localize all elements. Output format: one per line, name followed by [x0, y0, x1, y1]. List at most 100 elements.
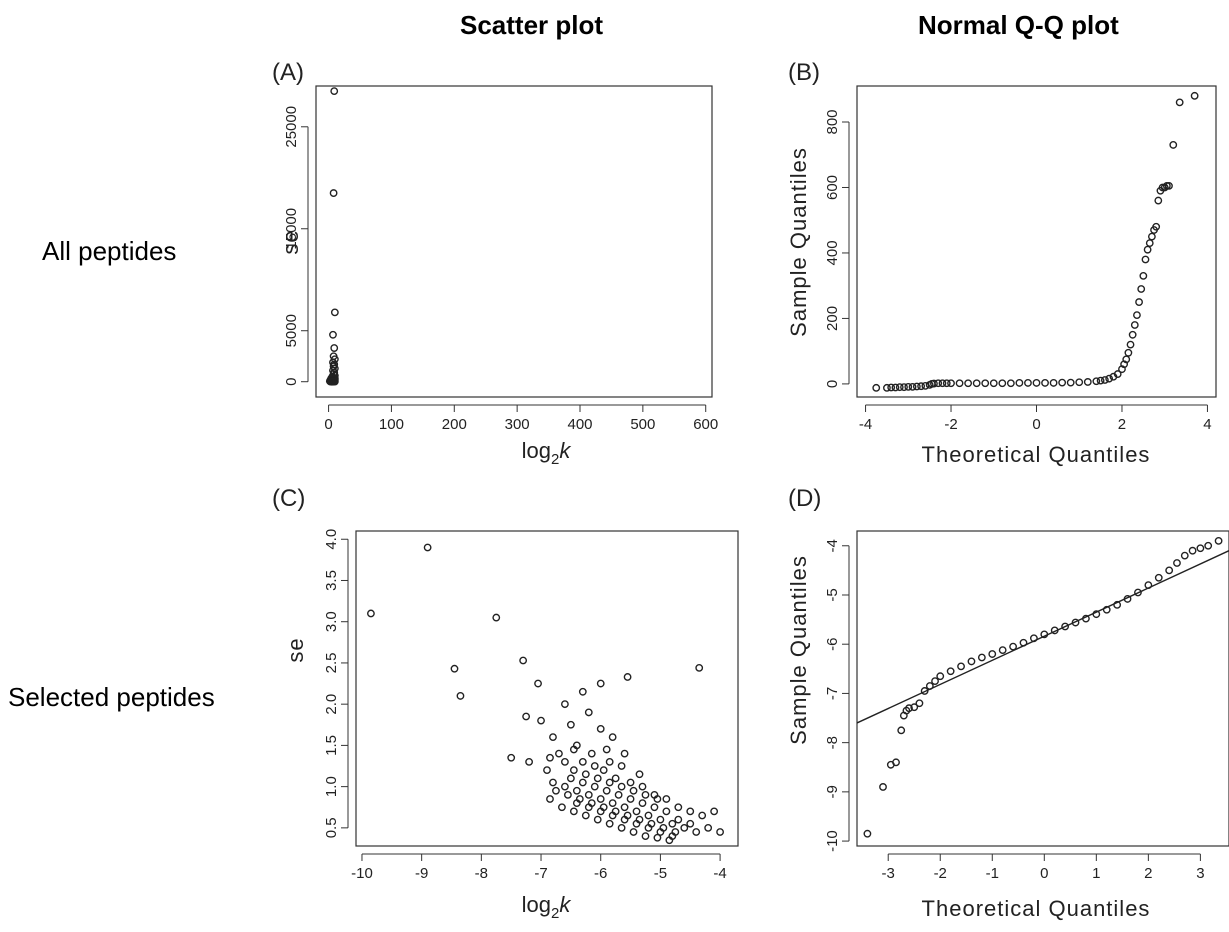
- data-point: [617, 762, 626, 770]
- data-layer: [857, 536, 1229, 838]
- row-label-selected: Selected peptides: [8, 682, 215, 712]
- data-point: [989, 379, 998, 388]
- data-point: [1096, 376, 1105, 385]
- data-point: [492, 613, 501, 622]
- y-tick-label: 5000: [283, 314, 300, 347]
- y-tick-label: -4: [824, 539, 841, 552]
- data-point: [1135, 298, 1143, 306]
- data-point: [593, 774, 602, 783]
- data-point: [578, 687, 587, 696]
- data-point: [641, 832, 650, 841]
- data-point: [602, 786, 611, 795]
- data-point: [330, 344, 339, 352]
- data-point: [1092, 610, 1101, 619]
- data-point: [584, 790, 593, 799]
- data-point: [934, 379, 943, 388]
- column-title-scatter: Scatter plot: [460, 10, 604, 40]
- x-tick-label: 300: [505, 416, 530, 433]
- data-point: [1175, 98, 1184, 107]
- data-point: [925, 682, 934, 690]
- data-point: [887, 383, 896, 392]
- data-point: [1143, 245, 1152, 254]
- data-point: [998, 646, 1007, 655]
- data-point: [716, 828, 724, 836]
- data-point: [1019, 638, 1028, 647]
- data-point: [656, 815, 665, 824]
- x-tick-label: -6: [594, 865, 607, 882]
- data-point: [626, 795, 635, 803]
- y-tick-label: 1.0: [323, 776, 340, 797]
- data-point: [596, 725, 605, 733]
- data-point: [905, 704, 913, 713]
- data-point: [590, 762, 599, 770]
- data-point: [1190, 91, 1199, 100]
- data-point: [704, 823, 713, 832]
- data-point: [525, 757, 533, 766]
- data-point: [1082, 614, 1090, 623]
- x-tick-label: -2: [934, 865, 947, 882]
- data-point: [900, 383, 908, 392]
- y-tick-label: -9: [824, 785, 841, 798]
- data-point: [686, 807, 695, 816]
- data-point: [972, 379, 981, 388]
- data-point: [930, 379, 938, 388]
- data-point: [546, 795, 554, 803]
- y-tick-label: 1.5: [323, 735, 340, 756]
- y-tick-label: 0: [283, 378, 300, 386]
- data-point: [555, 749, 563, 758]
- data-point: [1137, 285, 1146, 293]
- data-point: [998, 379, 1007, 388]
- x-tick-label: 400: [567, 416, 592, 433]
- data-point: [608, 799, 617, 808]
- y-tick-label: -10: [824, 830, 841, 852]
- data-point: [1100, 376, 1109, 384]
- y-tick-label: 4.0: [323, 529, 340, 550]
- data-point: [904, 382, 913, 391]
- data-point: [1040, 630, 1049, 639]
- data-point: [1165, 181, 1173, 190]
- x-tick-label: -2: [944, 416, 957, 433]
- data-point: [915, 699, 924, 708]
- data-point: [1049, 379, 1058, 387]
- data-point: [620, 749, 629, 758]
- y-tick-label: 3.0: [323, 611, 340, 632]
- data-point: [549, 778, 557, 787]
- data-point: [620, 803, 629, 812]
- data-point: [674, 803, 683, 812]
- data-point: [367, 609, 375, 618]
- data-point: [671, 828, 680, 836]
- data-point: [1141, 255, 1150, 264]
- panel-letter: (B): [788, 59, 820, 86]
- data-point: [596, 795, 605, 803]
- data-point: [575, 795, 584, 803]
- panel-0: (A) 0 100 200 300 400 500 600 0 5000 15000 25000 log…: [272, 59, 718, 468]
- x-tick-label: 0: [324, 416, 332, 433]
- x-tick-label: 100: [379, 416, 404, 433]
- data-point: [1050, 626, 1059, 635]
- data-point: [632, 807, 641, 816]
- data-point: [879, 783, 887, 791]
- x-axis-label: Theoretical Quantiles: [922, 442, 1151, 467]
- data-point: [1032, 379, 1041, 387]
- data-point: [581, 811, 590, 820]
- x-tick-label: 2: [1144, 865, 1152, 882]
- y-axis-label: se: [283, 637, 308, 662]
- data-point: [1102, 605, 1111, 614]
- data-point: [623, 673, 632, 681]
- x-tick-label: -7: [534, 865, 547, 882]
- y-tick-label: -7: [824, 687, 841, 700]
- data-point: [686, 819, 695, 828]
- panel-3: (D)-3 -2 -1 0 1 2 3-10-9-8-7-6-5-4Theoretical …: [786, 485, 1229, 921]
- y-tick-label: 2.5: [323, 653, 340, 674]
- data-point: [942, 379, 951, 388]
- data-point: [1204, 541, 1213, 550]
- data-point: [917, 382, 926, 391]
- data-point: [1083, 378, 1092, 386]
- data-point: [558, 803, 566, 812]
- data-point: [908, 382, 917, 391]
- data-point: [863, 829, 872, 838]
- data-point: [549, 733, 557, 742]
- data-point: [931, 677, 939, 686]
- data-point: [593, 815, 602, 824]
- data-point: [1188, 546, 1197, 555]
